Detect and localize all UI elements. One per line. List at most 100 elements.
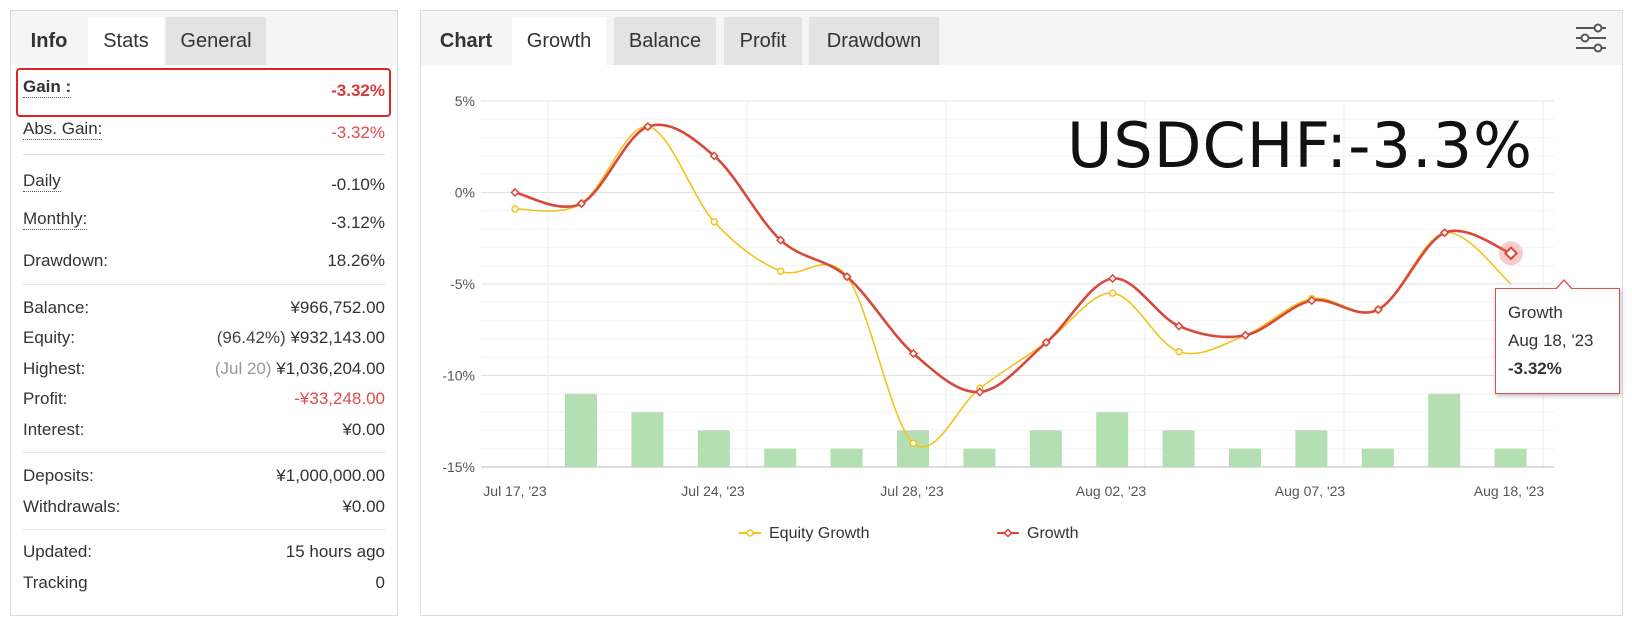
volume-bar[interactable] xyxy=(1494,448,1527,467)
growth-point[interactable] xyxy=(1174,321,1184,331)
divider xyxy=(23,452,385,453)
volume-bar[interactable] xyxy=(1229,448,1261,467)
equity-growth-point[interactable] xyxy=(1108,289,1117,297)
interest-row: Interest: ¥0.00 xyxy=(23,416,385,446)
growth-point[interactable] xyxy=(975,387,985,397)
tab-chart[interactable]: Chart xyxy=(439,30,493,52)
x-tick-label: Aug 02, '23 xyxy=(1076,483,1147,499)
equity-growth-point[interactable] xyxy=(776,267,785,275)
tooltip-date: Aug 18, '23 xyxy=(1508,331,1594,350)
volume-bar[interactable] xyxy=(1162,430,1195,467)
growth-chart[interactable]: 5% 0% -5% -10% -15% Jul 17, '23 Jul 24, '23 Jul… xyxy=(421,11,1624,617)
volume-bar[interactable] xyxy=(1096,412,1129,467)
tab-stats[interactable]: Stats xyxy=(88,17,164,65)
info-tabbar: Info Stats General xyxy=(11,11,397,65)
monthly-row: Monthly: -3.12% xyxy=(23,205,385,235)
drawdown-value: 18.26% xyxy=(327,251,385,270)
y-tick-label: -15% xyxy=(442,459,475,475)
tab-drawdown[interactable]: Drawdown xyxy=(809,17,939,65)
x-tick-label: Aug 07, '23 xyxy=(1275,483,1346,499)
growth-point[interactable] xyxy=(510,187,520,198)
divider xyxy=(23,154,385,155)
growth-point[interactable] xyxy=(709,151,719,161)
tab-general[interactable]: General xyxy=(166,17,266,65)
highest-date: (Jul 20) xyxy=(214,359,272,378)
drawdown-label: Drawdown: xyxy=(23,251,109,270)
legend-marker xyxy=(1003,528,1013,538)
y-tick-label: 5% xyxy=(455,93,475,109)
volume-bar[interactable] xyxy=(764,448,797,467)
updated-value: 15 hours ago xyxy=(285,542,385,561)
profit-row: Profit: -¥33,248.00 xyxy=(23,385,385,415)
legend-label: Equity Growth xyxy=(769,525,869,542)
monthly-label[interactable]: Monthly: xyxy=(23,209,88,230)
growth-point[interactable] xyxy=(1240,330,1250,340)
updated-row: Updated: 15 hours ago xyxy=(23,538,385,568)
equity-growth-point[interactable] xyxy=(1175,347,1183,356)
highest-row: Highest: (Jul 20) ¥1,036,204.00 xyxy=(23,355,385,385)
equity-value-group: (96.42%) ¥932,143.00 xyxy=(217,328,385,348)
volume-bar[interactable] xyxy=(1428,393,1461,467)
withdrawals-label: Withdrawals: xyxy=(23,497,121,516)
tab-info[interactable]: Info xyxy=(30,30,68,52)
chart-tooltip: Growth Aug 18, '23 -3.32% xyxy=(1495,288,1620,394)
growth-point-active[interactable] xyxy=(1503,246,1519,261)
tab-profit[interactable]: Profit xyxy=(724,17,802,65)
balance-label: Balance: xyxy=(23,298,90,317)
x-tick-label: Jul 17, '23 xyxy=(483,483,547,499)
legend-label: Growth xyxy=(1027,525,1079,542)
legend-marker xyxy=(746,529,754,537)
deposits-row: Deposits: ¥1,000,000.00 xyxy=(23,462,385,492)
chart-settings-icon[interactable] xyxy=(1574,23,1608,53)
legend-item[interactable]: Equity Growth xyxy=(739,525,869,542)
tracking-label: Tracking xyxy=(23,573,88,592)
tracking-row: Tracking 0 xyxy=(23,569,385,599)
withdrawals-value: ¥0.00 xyxy=(342,497,385,516)
volume-bar[interactable] xyxy=(697,430,730,467)
interest-label: Interest: xyxy=(23,420,85,439)
drawdown-row: Drawdown: 18.26% xyxy=(23,247,385,277)
daily-row: Daily -0.10% xyxy=(23,167,385,197)
gain-label[interactable]: Gain : xyxy=(23,77,72,98)
monthly-value: -3.12% xyxy=(331,213,385,232)
equity-growth-point[interactable] xyxy=(511,205,519,213)
growth-point[interactable] xyxy=(842,272,852,282)
growth-line[interactable] xyxy=(514,123,1512,394)
profit-label: Profit: xyxy=(23,389,68,408)
growth-point[interactable] xyxy=(1108,273,1118,284)
volume-bar[interactable] xyxy=(830,448,863,467)
withdrawals-row: Withdrawals: ¥0.00 xyxy=(23,493,385,523)
interest-value: ¥0.00 xyxy=(342,420,385,439)
growth-point[interactable] xyxy=(1373,305,1383,315)
volume-bar[interactable] xyxy=(963,448,996,467)
growth-point[interactable] xyxy=(576,198,586,209)
growth-point[interactable] xyxy=(776,235,786,245)
chart-tabbar: Chart Growth Balance Profit Drawdown xyxy=(421,11,1622,65)
growth-point[interactable] xyxy=(1440,228,1450,238)
volume-bar[interactable] xyxy=(631,412,664,467)
highest-value-group: (Jul 20) ¥1,036,204.00 xyxy=(215,359,385,379)
growth-point[interactable] xyxy=(1041,337,1051,348)
abs-gain-label[interactable]: Abs. Gain: xyxy=(23,119,103,140)
volume-bar[interactable] xyxy=(565,393,597,467)
tab-balance[interactable]: Balance xyxy=(614,17,716,65)
volume-bar[interactable] xyxy=(1295,430,1328,467)
growth-point[interactable] xyxy=(908,348,918,359)
balance-row: Balance: ¥966,752.00 xyxy=(23,294,385,324)
volume-bar[interactable] xyxy=(1361,448,1394,467)
x-tick-label: Jul 24, '23 xyxy=(681,483,745,499)
tab-growth[interactable]: Growth xyxy=(512,17,606,65)
equity-growth-point[interactable] xyxy=(710,218,718,226)
profit-value: -¥33,248.00 xyxy=(294,389,385,408)
legend-item[interactable]: Growth xyxy=(997,525,1079,542)
volume-bar[interactable] xyxy=(1029,430,1062,467)
chart-panel: Chart Growth Balance Profit Drawdown 5% 0… xyxy=(420,10,1623,616)
equity-growth-point[interactable] xyxy=(909,439,918,447)
tooltip-value: -3.32% xyxy=(1508,359,1562,378)
tracking-value: 0 xyxy=(375,573,385,592)
highest-label: Highest: xyxy=(23,359,86,378)
growth-point[interactable] xyxy=(643,122,653,132)
volume-bar[interactable] xyxy=(897,430,929,467)
growth-point[interactable] xyxy=(1307,295,1317,306)
daily-label[interactable]: Daily xyxy=(23,171,61,192)
